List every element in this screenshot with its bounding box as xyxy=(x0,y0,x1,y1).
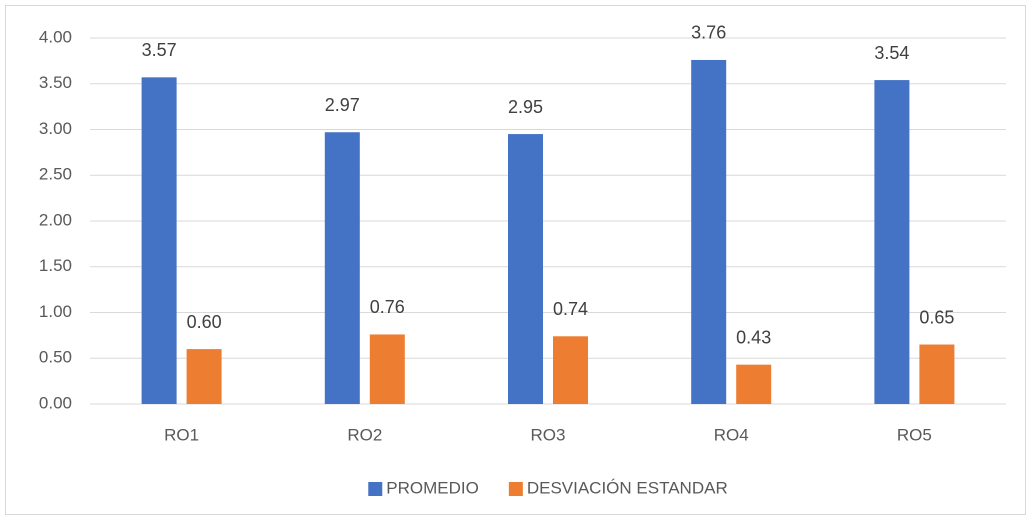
y-tick-label: 1.00 xyxy=(39,302,72,321)
data-label: 2.97 xyxy=(325,95,360,115)
x-tick-label: RO4 xyxy=(714,425,749,444)
legend-label: PROMEDIO xyxy=(386,478,479,497)
bar xyxy=(324,132,360,404)
y-tick-label: 1.50 xyxy=(39,256,72,275)
data-label: 0.74 xyxy=(553,299,588,319)
x-tick-label: RO5 xyxy=(897,425,932,444)
x-tick-label: RO3 xyxy=(531,425,566,444)
bar xyxy=(141,77,177,404)
legend-label: DESVIACIÓN ESTANDAR xyxy=(527,478,728,497)
y-tick-label: 2.00 xyxy=(39,210,72,229)
y-tick-label: 2.50 xyxy=(39,165,72,184)
legend-swatch xyxy=(508,482,523,496)
y-tick-label: 3.50 xyxy=(39,73,72,92)
bar xyxy=(874,80,910,404)
data-label: 0.43 xyxy=(736,327,771,347)
legend-swatch xyxy=(368,482,383,496)
data-label: 2.95 xyxy=(508,97,543,117)
x-tick-label: RO2 xyxy=(347,425,382,444)
data-label: 0.60 xyxy=(187,312,222,332)
data-label: 0.65 xyxy=(919,307,954,327)
bar xyxy=(508,134,543,404)
data-label: 3.76 xyxy=(691,23,726,43)
data-label: 3.54 xyxy=(874,43,909,63)
data-label: 3.57 xyxy=(142,40,177,60)
bar xyxy=(736,364,772,404)
y-tick-label: 4.00 xyxy=(39,27,72,46)
y-tick-label: 0.00 xyxy=(39,393,72,412)
data-label: 0.76 xyxy=(370,297,405,317)
x-tick-label: RO1 xyxy=(164,425,199,444)
y-tick-label: 3.00 xyxy=(39,119,72,138)
y-tick-label: 0.50 xyxy=(39,348,72,367)
bar xyxy=(186,349,222,404)
bar xyxy=(919,344,955,404)
bar xyxy=(369,334,405,404)
bar xyxy=(553,336,588,404)
bar xyxy=(691,59,727,405)
